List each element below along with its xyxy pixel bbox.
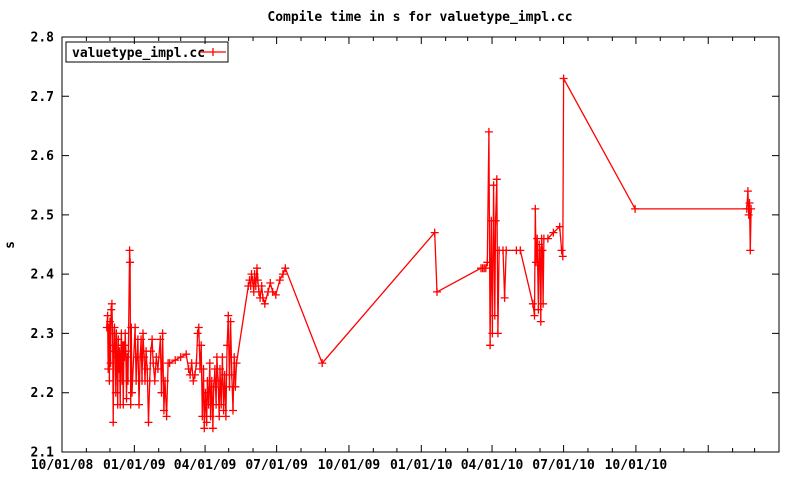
y-axis-label: s	[3, 241, 18, 249]
x-tick-label: 07/01/09	[245, 458, 308, 473]
x-tick-label: 01/01/10	[390, 458, 453, 473]
legend-box	[65, 41, 229, 63]
y-tick-label: 2.1	[31, 446, 55, 461]
x-tick-label: 10/01/08	[31, 458, 94, 473]
y-tick-label: 2.3	[31, 327, 54, 342]
axes: 10/01/08 01/01/09 04/01/09 07/01/09 10/01/09…	[31, 31, 780, 473]
y-tick-label: 2.5	[31, 208, 54, 223]
data-series	[102, 74, 756, 433]
legend: valuetype_impl.cc	[65, 41, 229, 63]
legend-line-sample	[200, 48, 226, 56]
x-tick-label: 04/01/10	[461, 458, 524, 473]
x-tick-label: 10/01/10	[605, 458, 668, 473]
plot-border	[61, 36, 780, 453]
x-tick-label: 10/01/09	[318, 458, 381, 473]
y-tick-label: 2.8	[31, 31, 55, 46]
x-tick-label: 01/01/09	[103, 458, 166, 473]
data-point-markers	[102, 74, 756, 433]
chart-title: Compile time in s for valuetype_impl.cc	[267, 10, 572, 25]
y-tick-label: 2.2	[31, 386, 54, 401]
y-tick-label: 2.4	[31, 268, 55, 283]
x-tick-label: 07/01/10	[532, 458, 595, 473]
x-tick-label: 04/01/09	[174, 458, 237, 473]
y-tick-label: 2.6	[31, 149, 55, 164]
legend-entry-label: valuetype_impl.cc	[72, 46, 205, 61]
y-tick-label: 2.7	[31, 90, 54, 105]
data-line	[106, 75, 752, 429]
